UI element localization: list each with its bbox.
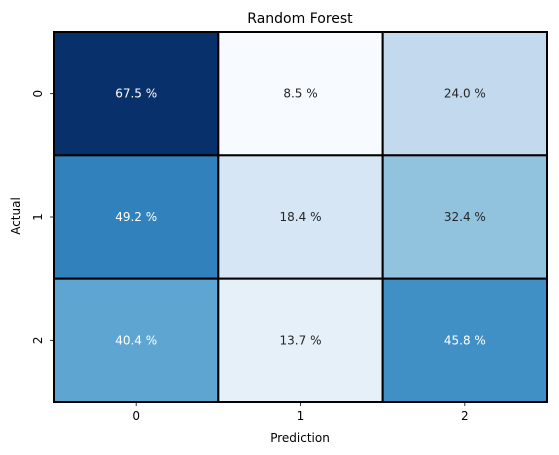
y-tick-label-2: 2 [31, 337, 45, 345]
cell-value-label-2-2: 45.8 % [444, 333, 486, 347]
x-axis-label: Prediction [270, 431, 330, 445]
cell-value-label-0-0: 67.5 % [115, 87, 157, 101]
cell-value-label-0-2: 24.0 % [444, 87, 486, 101]
heatmap-cell-1-2 [381, 154, 548, 280]
cell-value-label-1-1: 18.4 % [280, 210, 322, 224]
y-axis-label: Actual [9, 197, 23, 235]
heatmap-cells [53, 31, 548, 403]
y-tick-label-1: 1 [31, 213, 45, 221]
heatmap-cell-1-0 [53, 154, 220, 280]
x-tick-label-2: 2 [461, 409, 469, 423]
x-tick-label-1: 1 [297, 409, 305, 423]
y-tick-label-0: 0 [31, 90, 45, 98]
cell-value-label-2-0: 40.4 % [115, 333, 157, 347]
y-axis-ticks: 0 1 2 [31, 90, 54, 344]
heatmap-cell-2-1 [217, 277, 384, 403]
chart-title: Random Forest [247, 11, 353, 27]
cell-value-label-2-1: 13.7 % [280, 333, 322, 347]
x-tick-label-0: 0 [132, 409, 140, 423]
cell-value-label-1-0: 49.2 % [115, 210, 157, 224]
heatmap-cell-0-2 [381, 31, 548, 157]
x-axis-ticks: 0 1 2 [132, 402, 469, 423]
cell-value-label-0-1: 8.5 % [283, 87, 317, 101]
heatmap-cell-0-1 [217, 31, 384, 157]
heatmap-cell-labels: 67.5 % 8.5 % 24.0 % 49.2 % 18.4 % 32.4 % 40.4 … [115, 87, 486, 348]
cell-value-label-1-2: 32.4 % [444, 210, 486, 224]
heatmap-cell-0-0 [53, 31, 220, 157]
